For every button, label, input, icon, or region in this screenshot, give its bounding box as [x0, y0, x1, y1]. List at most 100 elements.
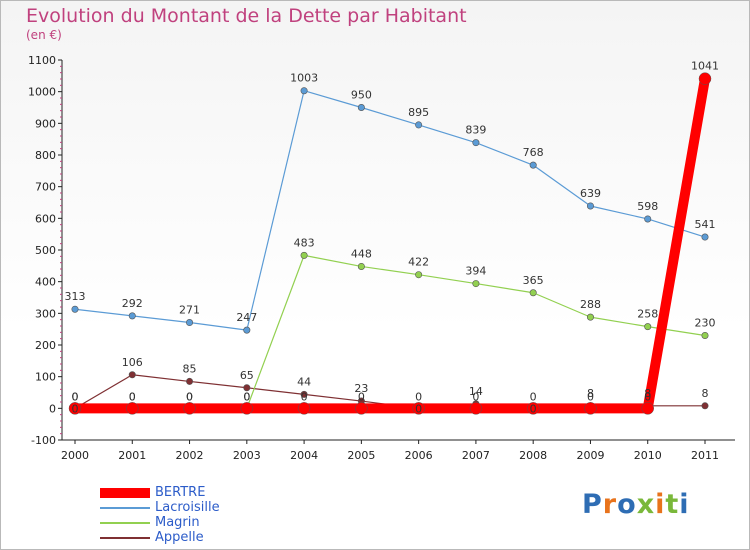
- legend-label: Appelle: [155, 530, 204, 545]
- data-label-magrin: 365: [523, 274, 544, 287]
- data-label-bertre: 0: [587, 390, 594, 403]
- x-tick-label: 2010: [634, 449, 662, 462]
- data-label-appelle: 0: [415, 402, 422, 415]
- data-point-magrin: [529, 289, 537, 297]
- data-point-bertre: [355, 402, 368, 415]
- series-line-lacroisille: [74, 90, 706, 331]
- data-label-appelle: 0: [72, 402, 79, 415]
- data-label-lacroisille: 950: [351, 89, 372, 102]
- data-point-bertre: [698, 72, 712, 85]
- data-point-appelle: [128, 371, 136, 379]
- logo-letter: t: [665, 489, 680, 520]
- data-label-lacroisille: 895: [408, 106, 429, 119]
- logo-letter: r: [602, 489, 618, 520]
- data-label-bertre: 0: [472, 390, 479, 403]
- data-point-bertre: [240, 402, 254, 415]
- data-point-appelle: [701, 402, 709, 410]
- data-point-lacroisille: [243, 326, 251, 334]
- data-label-lacroisille: 292: [122, 297, 143, 310]
- data-point-bertre: [584, 402, 597, 415]
- data-point-bertre: [412, 402, 425, 415]
- data-label-bertre: 1041: [691, 60, 719, 73]
- data-label-bertre: 0: [415, 390, 422, 403]
- x-tick-label: 2001: [118, 449, 146, 462]
- series-line-bertre: [70, 73, 710, 414]
- series-line-magrin: [74, 254, 706, 409]
- legend-label: Lacroisille: [155, 500, 220, 515]
- data-label-lacroisille: 598: [637, 200, 658, 213]
- data-point-lacroisille: [128, 312, 136, 320]
- data-label-bertre: 0: [644, 390, 651, 403]
- data-label-bertre: 0: [186, 390, 193, 403]
- line-chart: -100010020030040050060070080090010001100…: [28, 54, 735, 462]
- x-tick-label: 2008: [519, 449, 547, 462]
- data-point-magrin: [357, 262, 365, 270]
- data-label-magrin: 448: [351, 247, 372, 260]
- y-tick-label: 600: [35, 212, 56, 225]
- data-point-magrin: [300, 251, 308, 259]
- data-label-magrin: 394: [465, 265, 486, 278]
- data-point-lacroisille: [71, 305, 79, 313]
- y-tick-label: 100: [35, 371, 56, 384]
- legend-swatch: [100, 507, 150, 509]
- data-label-magrin: 0: [129, 390, 136, 403]
- data-label-lacroisille: 541: [695, 218, 716, 231]
- x-tick-label: 2005: [347, 449, 375, 462]
- data-label-magrin: 0: [186, 390, 193, 403]
- data-label-magrin: 422: [408, 256, 429, 269]
- data-point-magrin: [586, 313, 594, 321]
- logo-letter: P: [582, 489, 603, 520]
- data-point-bertre: [297, 402, 311, 415]
- data-point-lacroisille: [586, 202, 594, 210]
- data-point-lacroisille: [472, 139, 480, 147]
- data-label-appelle: 85: [183, 362, 197, 375]
- data-point-lacroisille: [415, 121, 423, 129]
- data-label-appelle: 23: [354, 382, 368, 395]
- x-tick-label: 2006: [405, 449, 433, 462]
- data-point-lacroisille: [644, 215, 652, 223]
- legend: BERTRE Lacroisille Magrin Appelle: [100, 485, 300, 546]
- y-tick-label: 700: [35, 181, 56, 194]
- data-point-bertre: [68, 402, 82, 415]
- data-point-lacroisille: [529, 161, 537, 169]
- x-tick-label: 2011: [691, 449, 719, 462]
- data-label-lacroisille: 639: [580, 187, 601, 200]
- data-label-appelle: 8: [587, 387, 594, 400]
- legend-item-magrin: Magrin: [100, 515, 300, 531]
- y-tick-label: 800: [35, 149, 56, 162]
- data-label-bertre: 0: [358, 390, 365, 403]
- legend-item-appelle: Appelle: [100, 530, 300, 546]
- data-point-lacroisille: [186, 319, 194, 327]
- data-label-appelle: 8: [644, 387, 651, 400]
- data-point-bertre: [526, 402, 540, 415]
- x-tick-label: 2002: [176, 449, 204, 462]
- data-label-lacroisille: 768: [523, 146, 544, 159]
- chart-title: Evolution du Montant de la Dette par Hab…: [26, 5, 467, 27]
- data-label-appelle: 8: [702, 387, 709, 400]
- data-point-magrin: [701, 331, 709, 339]
- data-point-appelle: [186, 377, 194, 385]
- data-point-lacroisille: [300, 87, 308, 95]
- y-tick-label: 1000: [28, 86, 56, 99]
- data-label-lacroisille: 247: [236, 311, 257, 324]
- data-label-appelle: 65: [240, 369, 254, 382]
- y-tick-label: 900: [35, 117, 56, 130]
- y-tick-label: 400: [35, 276, 56, 289]
- y-tick-label: -100: [31, 434, 56, 447]
- legend-item-lacroisille: Lacroisille: [100, 500, 300, 516]
- data-label-lacroisille: 1003: [290, 72, 318, 85]
- y-tick-label: 0: [49, 402, 56, 415]
- legend-swatch: [100, 522, 150, 524]
- data-label-lacroisille: 839: [465, 124, 486, 137]
- legend-item-bertre: BERTRE: [100, 485, 300, 501]
- legend-swatch: [100, 488, 150, 498]
- y-tick-label: 1100: [28, 54, 56, 67]
- data-point-magrin: [644, 323, 652, 331]
- x-tick-label: 2009: [576, 449, 604, 462]
- data-label-magrin: 0: [243, 390, 250, 403]
- y-tick-label: 200: [35, 339, 56, 352]
- logo-letter: o: [617, 489, 637, 520]
- data-point-bertre: [183, 402, 196, 415]
- data-point-appelle: [243, 384, 251, 392]
